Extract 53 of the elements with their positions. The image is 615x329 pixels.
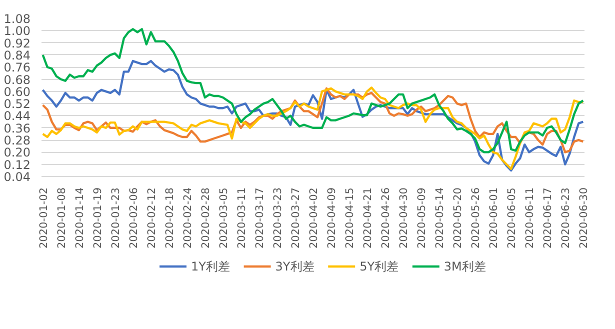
- x-tick-label: 2020-05-26: [470, 187, 482, 249]
- x-tick-label: 2020-02-28: [200, 187, 212, 249]
- x-tick-label: 2020-04-26: [380, 187, 392, 249]
- x-tick-label: 2020-04-21: [362, 187, 374, 249]
- x-tick-label: 2020-03-27: [290, 187, 302, 249]
- legend-label: 3M利差: [444, 260, 486, 274]
- x-tick-label: 2020-03-05: [218, 187, 230, 249]
- y-tick-label: 0.44: [4, 109, 30, 124]
- x-tick-label: 2020-03-11: [236, 187, 248, 249]
- y-tick-label: 0.04: [4, 170, 30, 184]
- y-tick-label: 1.08: [4, 12, 30, 26]
- x-tick-label: 2020-02-06: [128, 187, 140, 249]
- legend-label: 1Y利差: [190, 260, 230, 274]
- y-tick-label: 0.12: [4, 158, 30, 172]
- y-tick-label: 0.84: [4, 48, 30, 62]
- x-tick-label: 2020-06-23: [560, 187, 572, 249]
- y-tick-label: 0.92: [4, 36, 30, 50]
- x-tick-label: 2020-01-08: [56, 187, 68, 249]
- y-tick-label: 0.76: [4, 60, 30, 75]
- y-tick-label: 0.68: [4, 72, 30, 87]
- x-tick-label: 2020-04-02: [308, 187, 320, 249]
- legend-label: 5Y利差: [360, 260, 399, 274]
- x-tick-label: 2020-04-15: [344, 187, 356, 249]
- x-tick-label: 2020-02-24: [182, 187, 194, 249]
- x-tick-label: 2020-05-20: [452, 187, 464, 249]
- x-tick-label: 2020-06-17: [542, 187, 554, 249]
- x-tick-label: 2020-04-30: [398, 187, 410, 249]
- x-tick-label: 2020-01-14: [74, 187, 86, 249]
- legend-label: 3Y利差: [275, 260, 314, 274]
- x-tick-label: 2020-03-23: [272, 187, 284, 249]
- y-tick-label: 0.52: [4, 97, 30, 112]
- line-series: [42, 86, 584, 170]
- x-tick-label: 2020-03-17: [254, 187, 266, 249]
- y-tick-label: 0.28: [4, 134, 30, 148]
- line-series: [42, 60, 584, 172]
- y-tick-label: 0.60: [4, 84, 30, 99]
- y-tick-label: 1.00: [4, 24, 30, 38]
- x-tick-label: 2020-05-09: [416, 187, 428, 249]
- x-tick-label: 2020-06-01: [488, 187, 500, 249]
- x-tick-label: 2020-05-14: [434, 187, 446, 249]
- y-tick-label: 0.36: [4, 121, 30, 136]
- x-tick-label: 2020-01-02: [38, 187, 50, 249]
- line-series: [42, 28, 584, 154]
- y-tick-label: 0.20: [4, 146, 30, 160]
- x-tick-label: 2020-01-23: [110, 187, 122, 249]
- x-tick-label: 2020-02-18: [164, 187, 176, 249]
- x-tick-label: 2020-06-11: [524, 187, 536, 249]
- line-series: [42, 87, 584, 154]
- x-tick-label: 2020-06-30: [578, 187, 590, 249]
- x-tick-label: 2020-01-19: [92, 187, 104, 249]
- x-tick-label: 2020-06-05: [506, 187, 518, 249]
- x-tick-label: 2020-02-12: [146, 187, 158, 249]
- x-tick-label: 2020-04-09: [326, 187, 338, 249]
